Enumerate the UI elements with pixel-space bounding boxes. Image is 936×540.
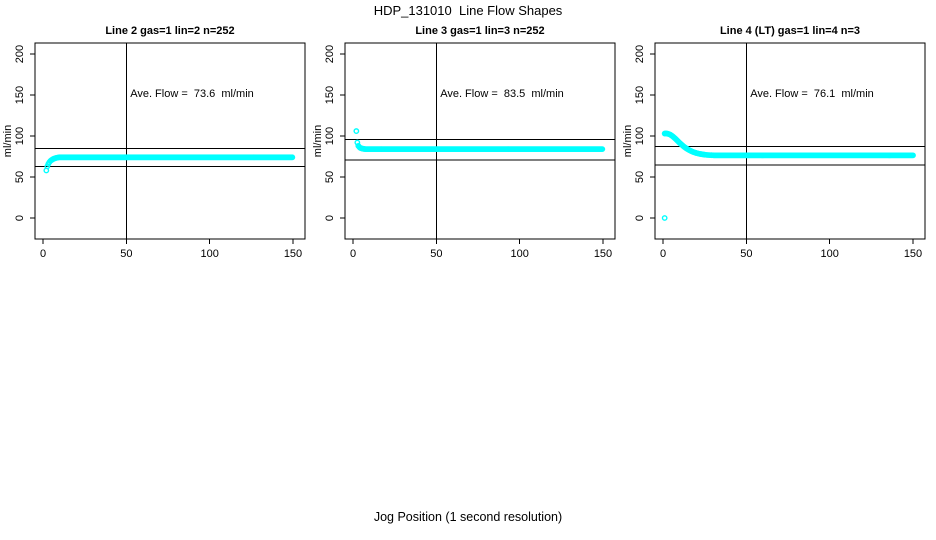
ave-flow-annotation: Ave. Flow = 76.1 ml/min xyxy=(750,88,874,100)
panel-title: Line 2 gas=1 lin=2 n=252 xyxy=(105,25,235,37)
y-axis-label: ml/min xyxy=(312,124,324,158)
x-axis-label: Jog Position (1 second resolution) xyxy=(373,510,563,524)
plot-area: 0 50 100 150 0 50 100 150 200 xyxy=(634,42,926,260)
svg-text:0: 0 xyxy=(40,248,46,260)
svg-text:100: 100 xyxy=(634,127,646,145)
svg-text:200: 200 xyxy=(324,45,336,63)
panel-line-4: 0 50 100 150 0 50 100 150 200 Line 4 (LT) gas=1 … xyxy=(610,25,930,275)
svg-text:150: 150 xyxy=(634,86,646,104)
svg-text:150: 150 xyxy=(594,248,612,260)
svg-text:200: 200 xyxy=(14,45,26,63)
svg-text:200: 200 xyxy=(634,45,646,63)
panel-title: Line 4 (LT) gas=1 lin=4 n=3 xyxy=(719,25,861,37)
svg-text:150: 150 xyxy=(14,86,26,104)
svg-text:50: 50 xyxy=(324,171,336,183)
svg-text:50: 50 xyxy=(634,171,646,183)
svg-text:0: 0 xyxy=(634,215,646,221)
ave-flow-annotation: Ave. Flow = 73.6 ml/min xyxy=(130,88,254,100)
panel-title: Line 3 gas=1 lin=3 n=252 xyxy=(415,25,545,37)
chart-title: HDP_131010 Line Flow Shapes xyxy=(373,3,563,18)
svg-text:0: 0 xyxy=(324,215,336,221)
ave-flow-annotation: Ave. Flow = 83.5 ml/min xyxy=(440,88,564,100)
svg-text:50: 50 xyxy=(740,248,752,260)
svg-text:150: 150 xyxy=(284,248,302,260)
panel-line-2: 0 50 100 150 0 50 100 150 200 Line 2 gas=1 lin=2… xyxy=(0,25,310,275)
plot-area: 0 50 100 150 0 50 100 150 200 xyxy=(324,42,616,260)
panel-line-3: 0 50 100 150 0 50 100 150 200 Line 3 gas=1 lin=3… xyxy=(300,25,620,275)
plot-area: 0 50 100 150 0 50 100 150 200 xyxy=(14,42,306,260)
svg-text:50: 50 xyxy=(14,171,26,183)
svg-text:0: 0 xyxy=(14,215,26,221)
svg-text:100: 100 xyxy=(324,127,336,145)
svg-text:100: 100 xyxy=(200,248,218,260)
y-axis-label: ml/min xyxy=(622,124,634,158)
svg-text:100: 100 xyxy=(510,248,528,260)
svg-text:150: 150 xyxy=(324,86,336,104)
svg-text:100: 100 xyxy=(14,127,26,145)
svg-text:0: 0 xyxy=(660,248,666,260)
y-axis-label: ml/min xyxy=(2,124,14,158)
svg-text:0: 0 xyxy=(350,248,356,260)
svg-text:50: 50 xyxy=(430,248,442,260)
svg-text:150: 150 xyxy=(904,248,922,260)
svg-text:100: 100 xyxy=(820,248,838,260)
svg-text:50: 50 xyxy=(120,248,132,260)
